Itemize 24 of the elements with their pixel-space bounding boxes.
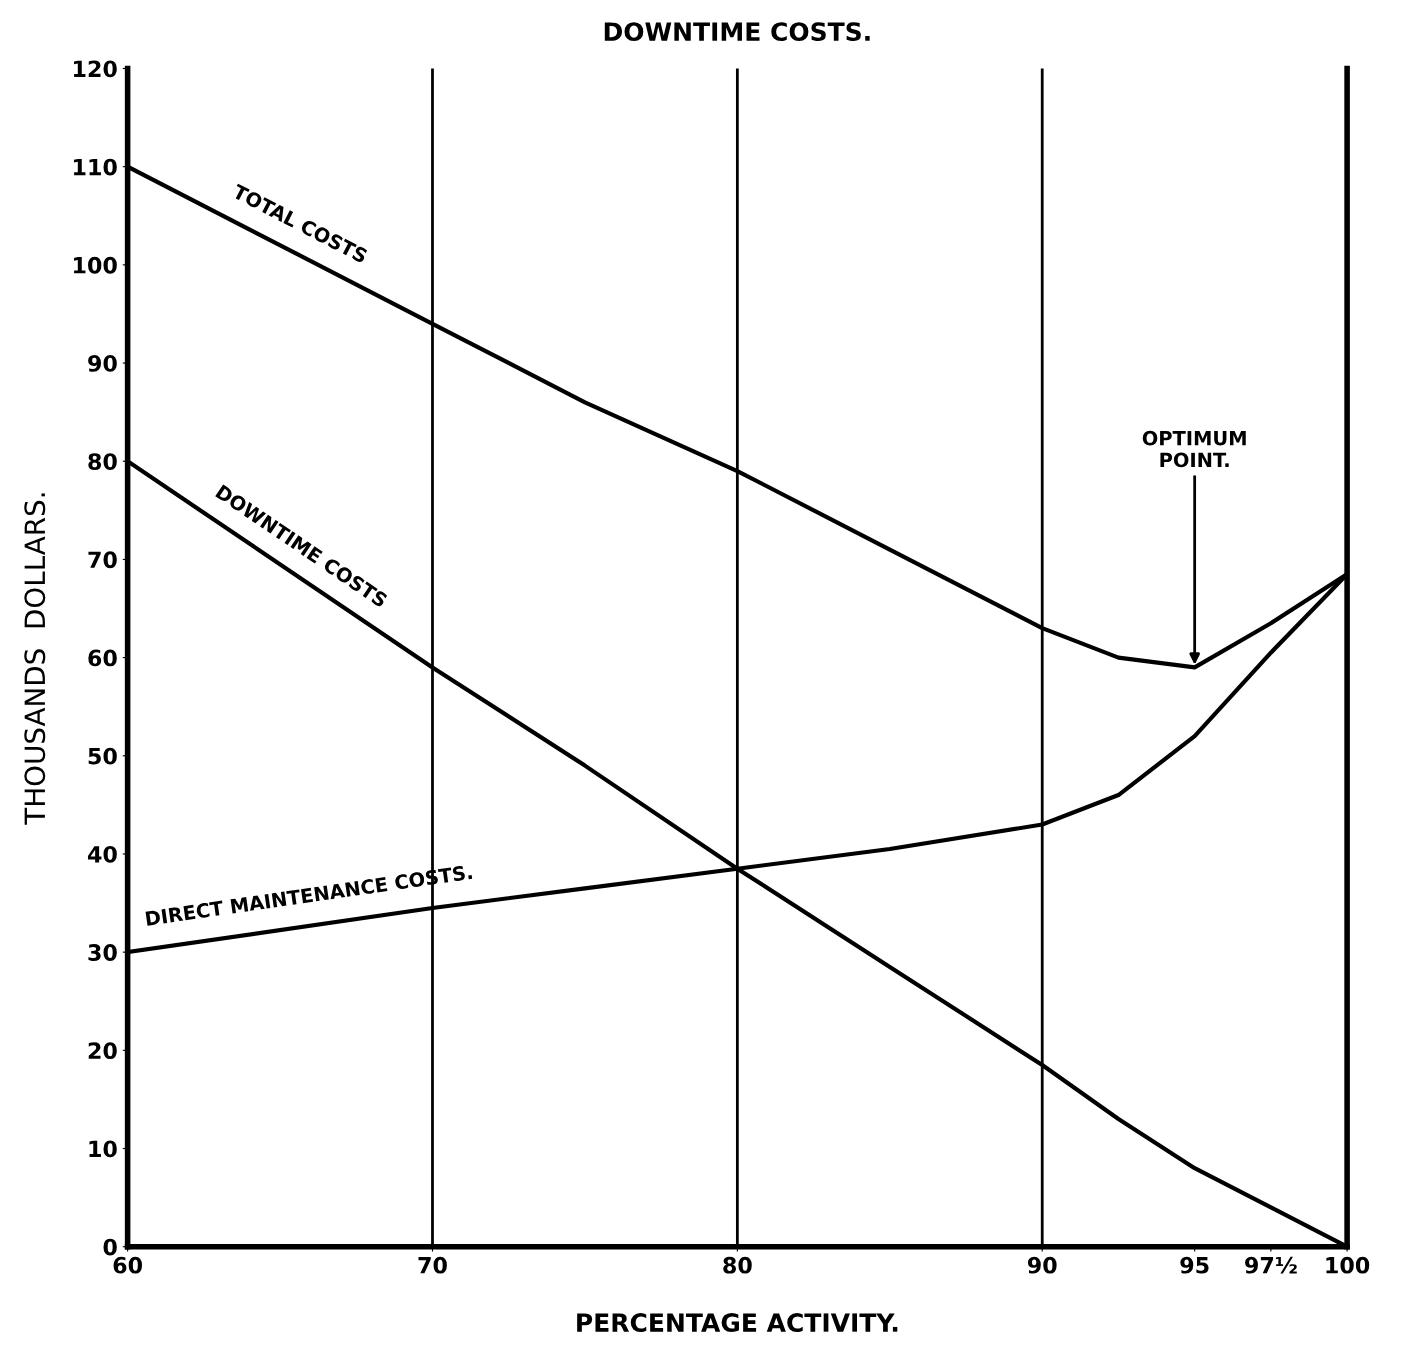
y-tick-label: 60 (88, 649, 117, 667)
y-axis-title: THOUSANDS DOLLARS. (24, 493, 46, 825)
chart-title: DOWNTIME COSTS. (604, 22, 870, 42)
y-tick-label: 70 (88, 551, 117, 569)
y-tick-label: 80 (88, 453, 117, 470)
x-tick-label: 100 (1326, 1256, 1370, 1274)
y-tick-label: 20 (88, 1042, 117, 1060)
y-tick-label: 30 (88, 944, 117, 961)
x-tick-label: 90 (1027, 1256, 1057, 1274)
y-tick-label: 0 (103, 1238, 117, 1256)
y-tick-label: 50 (88, 747, 117, 765)
y-tick-label: 10 (89, 1140, 117, 1158)
x-tick-label: 95 (1180, 1256, 1209, 1274)
x-tick-label: 80 (723, 1256, 752, 1274)
y-tick-label: 100 (74, 256, 117, 274)
x-tick-label: 97½ (1245, 1256, 1297, 1274)
y-tick-label: 120 (74, 60, 117, 78)
annotation: OPTIMUM POINT. (1142, 430, 1246, 468)
y-tick-label: 90 (88, 355, 117, 372)
x-axis-title: PERCENTAGE ACTIVITY. (577, 1313, 898, 1332)
y-tick-label: 110 (74, 158, 117, 176)
x-tick-label: 60 (113, 1256, 143, 1274)
x-tick-label: 70 (418, 1256, 447, 1274)
y-tick-label: 40 (87, 845, 117, 863)
